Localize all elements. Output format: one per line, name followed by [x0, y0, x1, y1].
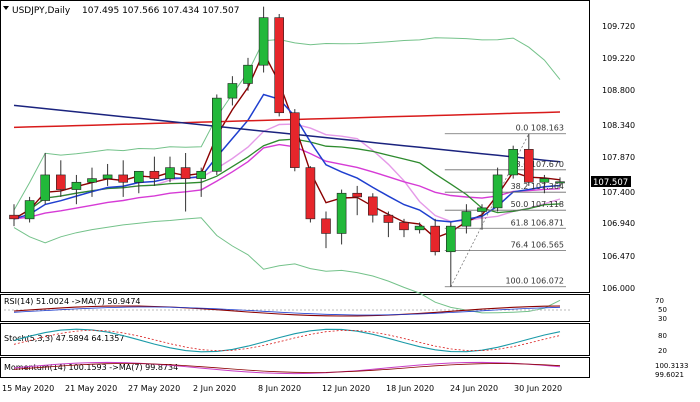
stoch-tick-20: 20 [658, 347, 667, 355]
bullish-candle [258, 17, 269, 66]
bullish-candle [243, 64, 253, 84]
bullish-candle [87, 178, 97, 183]
fib-level-label: 100.0 106.072 [505, 277, 564, 286]
bollinger-bands [13, 37, 561, 314]
current-price-label: 107.507 [593, 178, 628, 188]
fib-level-label: 0.0 108.163 [516, 124, 564, 133]
fib-level-label: 61.8 106.871 [511, 218, 564, 227]
price-tick: 107.870 [602, 153, 635, 162]
price-tick: 107.400 [602, 188, 635, 197]
fib-level-label: 50.0 107.118 [511, 200, 564, 209]
date-tick: 12 Jun 2020 [322, 384, 370, 393]
bearish-candle [352, 192, 363, 198]
price-tick: 106.000 [602, 284, 635, 293]
bullish-candle [477, 207, 487, 212]
bearish-candle [289, 112, 300, 168]
bullish-candle [492, 174, 503, 209]
momentum-label: Momentum(14) 100.1593 ->MA(7) 99.8734 [4, 363, 178, 372]
date-tick: 18 Jun 2020 [386, 384, 434, 393]
price-panel-frame [0, 0, 590, 293]
bullish-candle [102, 174, 113, 179]
stoch-panel-frame [0, 323, 590, 356]
bearish-candle [118, 174, 128, 183]
violet-ma-line [13, 123, 561, 223]
bullish-candle [555, 181, 565, 184]
bearish-candle [180, 167, 191, 179]
date-tick: 15 May 2020 [2, 384, 54, 393]
fib-level-label: 38.2 107.364 [511, 182, 564, 191]
rsi-tick-70: 70 [655, 297, 664, 305]
rsi-line [13, 305, 561, 317]
bullish-candle [71, 181, 82, 190]
price-tick: 106.470 [602, 252, 635, 261]
candlestick-series [9, 6, 565, 287]
fib-trend-line [450, 133, 530, 287]
navy-ma-line [13, 104, 561, 163]
bearish-candle [399, 222, 409, 231]
fib-level-label: 76.4 106.565 [511, 241, 564, 250]
rsi-tick-30: 30 [658, 315, 667, 323]
bearish-candle [367, 196, 378, 216]
date-tick: 2 Jun 2020 [193, 384, 236, 393]
bearish-candle [149, 170, 160, 179]
momentum-tick-low: 99.6021 [655, 371, 684, 379]
bearish-candle [305, 167, 316, 220]
bullish-candle [227, 83, 238, 99]
bullish-candle [508, 149, 519, 176]
stoch-k-line [13, 328, 561, 353]
bearish-candle [321, 218, 331, 234]
bullish-candle [212, 97, 222, 172]
momentum-ma-line [13, 363, 561, 373]
date-tick: 24 Jun 2020 [450, 384, 498, 393]
fibonacci-retracement[interactable]: 0.0 108.163 23.6 107.670 38.2 107.364 50.0 … [444, 124, 566, 288]
stoch-tick-80: 80 [658, 332, 667, 340]
bullish-candle [336, 192, 347, 234]
rsi-ma-line [13, 306, 561, 316]
bullish-candle [24, 200, 35, 220]
bearish-candle [274, 17, 285, 114]
bearish-candle [55, 174, 66, 190]
bullish-candle [445, 225, 456, 253]
fib-level-label: 23.6 107.670 [511, 160, 564, 169]
bullish-candle [196, 170, 206, 179]
stoch-label: Stoch(5,3,3) 47.5894 64.1357 [4, 334, 124, 343]
stoch-d-line [13, 329, 561, 352]
bullish-candle [134, 170, 144, 183]
date-tick: 27 May 2020 [128, 384, 180, 393]
bullish-candle [461, 211, 472, 227]
bearish-candle [383, 214, 394, 223]
bullish-candle [414, 225, 425, 231]
ohlc-readout: 107.495 107.566 107.434 107.507 [82, 6, 239, 16]
bearish-candle [9, 214, 19, 220]
rsi-label: RSI(14) 51.0024 ->MA(7) 50.9474 [4, 297, 141, 306]
date-tick: 8 Jun 2020 [258, 384, 301, 393]
price-axis: 109.720 109.220 108.800 108.340 107.870 … [602, 22, 635, 293]
red-ma-line [13, 111, 561, 129]
upper-band-line [13, 37, 561, 211]
price-tick: 108.800 [602, 86, 635, 95]
momentum-panel-frame [0, 357, 590, 378]
current-price-tag [591, 176, 631, 187]
date-tick: 30 Jun 2020 [514, 384, 562, 393]
bearish-candle [430, 225, 441, 253]
price-tick: 109.220 [602, 54, 635, 63]
momentum-tick-high: 100.3133 [655, 362, 688, 370]
rsi-tick-50: 50 [658, 306, 667, 314]
bullish-candle [539, 178, 550, 183]
date-tick: 21 May 2020 [65, 384, 117, 393]
bearish-candle [523, 149, 534, 183]
collapse-arrow-icon[interactable] [3, 6, 9, 10]
momentum-line [13, 361, 561, 375]
bullish-candle [165, 167, 175, 179]
price-tick: 108.340 [602, 121, 635, 130]
rsi-panel-frame [0, 294, 590, 322]
price-tick: 109.720 [602, 22, 635, 31]
time-axis: 15 May 2020 21 May 2020 27 May 2020 2 Ju… [2, 384, 562, 393]
bullish-candle [40, 174, 51, 201]
price-tick: 106.940 [602, 219, 635, 228]
symbol-label: USDJPY,Daily [12, 6, 71, 16]
